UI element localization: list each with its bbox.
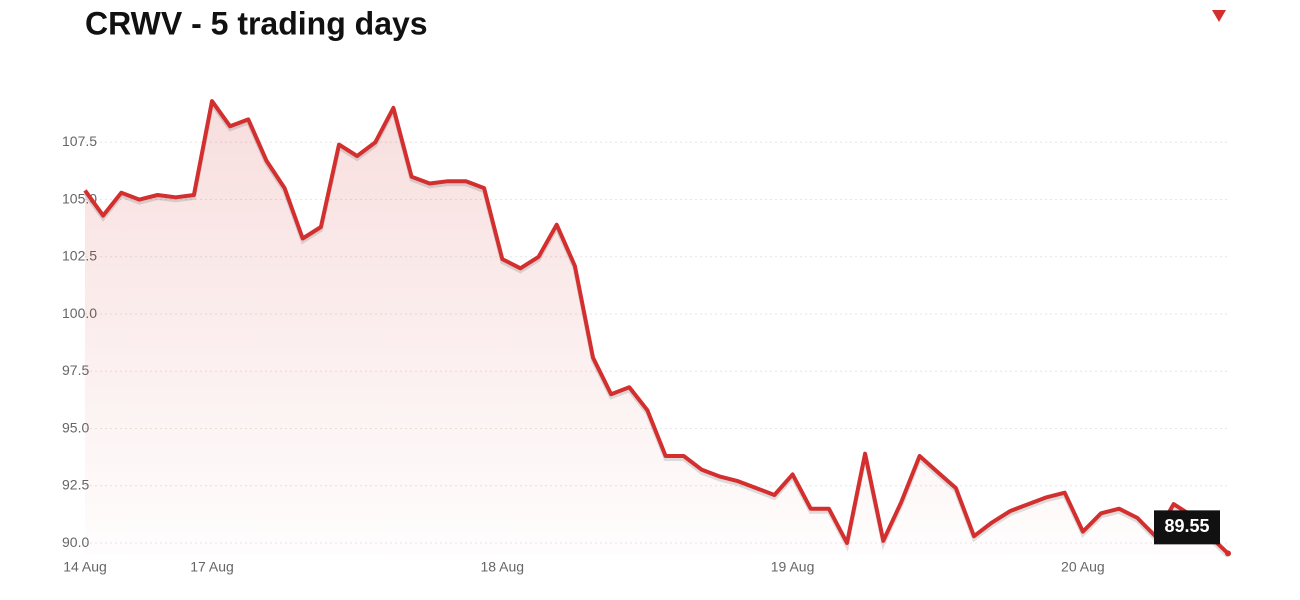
trend-indicator [1212, 10, 1226, 22]
line [83, 99, 1230, 555]
y-tick-label: 95.0 [62, 419, 89, 435]
y-tick-label: 90.0 [62, 534, 89, 550]
x-tick-label: 19 Aug [771, 559, 815, 575]
x-tick-label: 14 Aug [63, 559, 107, 575]
chart-title: CRWV - 5 trading days [85, 5, 428, 41]
area [85, 101, 1228, 555]
last-point [1225, 550, 1231, 557]
x-tick-label: 20 Aug [1061, 559, 1105, 575]
price-badge-label: 89.55 [1164, 516, 1209, 536]
x-tick-label: 18 Aug [480, 559, 524, 575]
x-tick-label: 17 Aug [190, 559, 234, 575]
price-badge [1154, 510, 1220, 545]
y-tick-label: 92.5 [62, 477, 89, 493]
y-tick-label: 97.5 [62, 362, 89, 378]
y-tick-label: 107.5 [62, 133, 97, 149]
